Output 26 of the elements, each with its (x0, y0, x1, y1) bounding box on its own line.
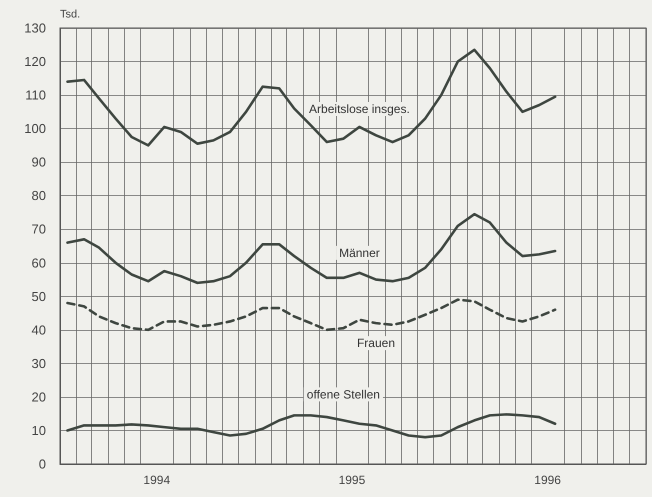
y-tick-label: 0 (38, 456, 46, 472)
line-series (66, 48, 556, 147)
x-tick-label: 1996 (534, 473, 562, 487)
series-label: Männer (339, 246, 380, 260)
y-tick-label: 100 (24, 121, 46, 136)
series-label: Frauen (356, 336, 396, 350)
y-tick-label: 50 (32, 288, 46, 304)
series-label: offene Stellen (306, 387, 380, 402)
y-tick-label: 70 (32, 222, 46, 237)
line-series (66, 413, 556, 438)
line-series (66, 212, 556, 284)
line-series (66, 298, 556, 332)
y-tick-label: 90 (32, 154, 46, 170)
y-axis-title: Tsd. (60, 8, 80, 20)
y-tick-label: 110 (25, 88, 46, 103)
y-tick-label: 30 (32, 356, 46, 371)
y-tick-label: 120 (24, 54, 46, 70)
y-tick-label: 130 (24, 20, 46, 36)
y-tick-label: 10 (32, 422, 46, 438)
x-tick-label: 1994 (143, 473, 170, 487)
series-label: Arbeitslose insges. (309, 102, 410, 116)
y-tick-label: 60 (32, 255, 46, 270)
x-tick-label: 1995 (338, 473, 366, 487)
y-tick-label: 40 (32, 322, 46, 338)
y-tick-label: 20 (32, 389, 46, 404)
y-tick-label: 80 (32, 188, 46, 204)
